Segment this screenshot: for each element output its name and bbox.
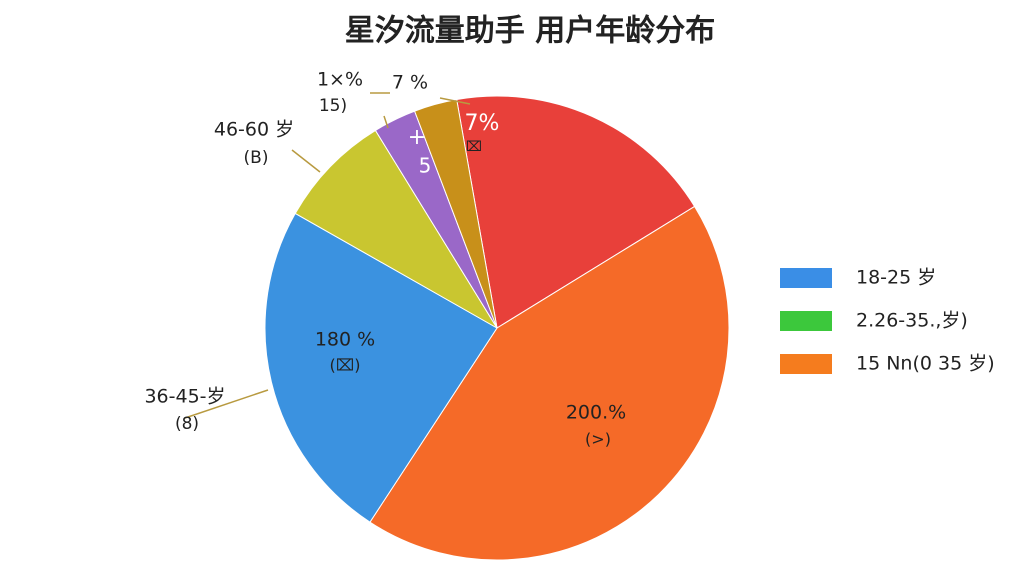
pie-slice xyxy=(264,212,498,523)
annotation: + xyxy=(408,125,426,150)
annotation: (>) xyxy=(585,430,611,449)
leader-line xyxy=(291,149,321,173)
legend-swatch xyxy=(780,268,832,288)
pie-slice xyxy=(456,95,696,329)
annotation: 7% xyxy=(465,111,500,136)
leader-line xyxy=(439,97,471,105)
legend-label: 2.26-35.,岁) xyxy=(856,310,968,332)
chart-title: 星汐流量助手 用户年龄分布 xyxy=(345,14,715,49)
annotation: (8) xyxy=(175,414,199,434)
legend-label: 18-25 岁 xyxy=(856,267,936,289)
slice-label: 36-45-岁 xyxy=(144,386,225,408)
slice-label: 1×% xyxy=(317,69,363,91)
annotation: ⌧ xyxy=(466,139,482,155)
legend-swatch xyxy=(780,311,832,331)
annotation: 5 xyxy=(419,154,432,178)
legend-label: 15 Nn(0 35 岁) xyxy=(856,353,995,375)
annotation: 180 % xyxy=(315,329,375,351)
annotation: (⌧) xyxy=(330,356,361,375)
pie-slice xyxy=(294,129,498,329)
annotation: 15) xyxy=(319,96,347,116)
slice-label: 7 % xyxy=(392,72,428,94)
pie-slice xyxy=(369,205,730,561)
annotation: (B) xyxy=(244,148,269,168)
pie-slice xyxy=(413,98,498,329)
leader-line xyxy=(184,389,269,419)
annotation: 200.% xyxy=(566,402,626,424)
legend-swatch xyxy=(780,354,832,374)
leader-line xyxy=(383,115,389,129)
slice-label: 46-60 岁 xyxy=(214,119,294,141)
